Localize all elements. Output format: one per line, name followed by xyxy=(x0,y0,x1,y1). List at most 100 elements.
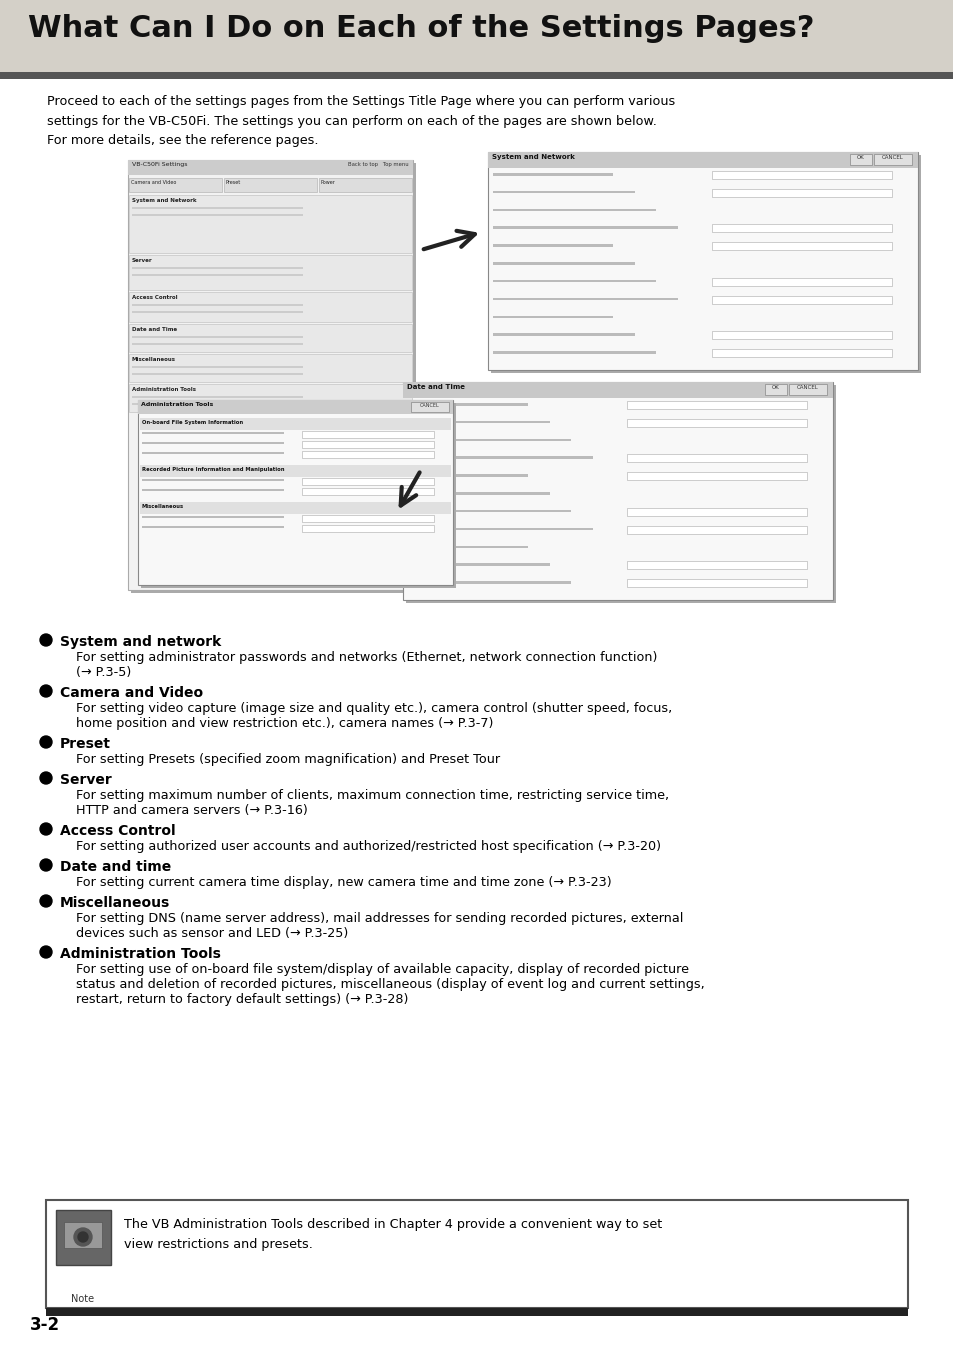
Bar xyxy=(711,242,891,250)
Bar xyxy=(129,195,412,253)
Text: For setting use of on-board file system/display of available capacity, display o: For setting use of on-board file system/… xyxy=(76,963,688,976)
Bar xyxy=(132,343,303,345)
Bar xyxy=(626,419,806,427)
Bar xyxy=(0,0,953,72)
Bar xyxy=(56,1210,111,1265)
Text: Administration Tools: Administration Tools xyxy=(141,402,213,407)
Circle shape xyxy=(40,685,52,698)
Bar xyxy=(142,516,283,518)
Text: On-board File System Information: On-board File System Information xyxy=(142,420,243,425)
Bar xyxy=(626,526,806,534)
Bar xyxy=(402,383,832,397)
Bar xyxy=(140,502,451,514)
Bar xyxy=(129,384,412,412)
Bar xyxy=(132,373,303,375)
Text: Preset: Preset xyxy=(226,180,241,185)
Bar xyxy=(408,546,528,548)
Text: Date and Time: Date and Time xyxy=(132,327,177,333)
Bar xyxy=(132,207,303,210)
Bar xyxy=(132,311,303,314)
Bar xyxy=(408,420,549,423)
Bar xyxy=(873,154,911,165)
Bar xyxy=(493,191,635,193)
Bar xyxy=(408,492,549,495)
Text: OK: OK xyxy=(771,385,779,389)
Bar xyxy=(132,266,303,269)
Bar xyxy=(488,151,917,370)
Bar xyxy=(132,214,303,216)
Bar xyxy=(224,178,316,192)
Circle shape xyxy=(40,895,52,907)
Bar xyxy=(493,334,635,335)
Bar xyxy=(408,438,571,441)
Text: For setting current camera time display, new camera time and time zone (→ P.3-23: For setting current camera time display,… xyxy=(76,876,611,890)
Text: restart, return to factory default settings) (→ P.3-28): restart, return to factory default setti… xyxy=(76,992,408,1006)
Bar xyxy=(626,561,806,569)
Bar xyxy=(408,564,549,566)
Bar xyxy=(408,457,592,458)
Bar xyxy=(142,526,283,529)
Bar xyxy=(138,400,453,585)
Text: The VB Administration Tools described in Chapter 4 provide a convenient way to s: The VB Administration Tools described in… xyxy=(124,1218,661,1251)
Circle shape xyxy=(40,946,52,959)
Bar xyxy=(142,442,283,443)
Bar xyxy=(408,475,528,477)
Bar xyxy=(301,441,434,448)
Bar xyxy=(626,579,806,587)
Text: home position and view restriction etc.), camera names (→ P.3-7): home position and view restriction etc.)… xyxy=(76,717,493,730)
Text: System and Network: System and Network xyxy=(132,197,196,203)
Text: CANCEL: CANCEL xyxy=(882,155,902,160)
Bar xyxy=(493,280,656,283)
Text: CANCEL: CANCEL xyxy=(797,385,818,389)
Bar xyxy=(301,479,434,485)
Bar xyxy=(318,178,412,192)
Bar xyxy=(711,296,891,304)
Bar xyxy=(488,151,917,168)
Text: HTTP and camera servers (→ P.3-16): HTTP and camera servers (→ P.3-16) xyxy=(76,804,308,817)
Text: 3-2: 3-2 xyxy=(30,1315,60,1334)
Bar xyxy=(46,1201,907,1307)
Bar xyxy=(711,349,891,357)
Bar xyxy=(142,489,283,491)
Bar xyxy=(493,208,656,211)
Bar xyxy=(132,366,303,368)
Bar xyxy=(493,297,678,300)
Bar xyxy=(711,224,891,233)
Bar xyxy=(132,403,303,406)
Text: Server: Server xyxy=(132,258,152,264)
Text: System and Network: System and Network xyxy=(492,154,575,160)
Bar xyxy=(132,274,303,276)
Bar xyxy=(132,396,303,397)
Bar xyxy=(491,155,920,373)
Text: (→ P.3-5): (→ P.3-5) xyxy=(76,667,132,679)
Bar xyxy=(411,402,449,412)
Bar xyxy=(140,465,451,477)
Bar xyxy=(849,154,871,165)
Text: For setting DNS (name server address), mail addresses for sending recorded pictu: For setting DNS (name server address), m… xyxy=(76,913,682,925)
Text: OK: OK xyxy=(856,155,864,160)
Text: CANCEL: CANCEL xyxy=(419,403,439,408)
Bar xyxy=(408,510,571,512)
Text: For setting authorized user accounts and authorized/restricted host specificatio: For setting authorized user accounts and… xyxy=(76,840,660,853)
FancyArrowPatch shape xyxy=(423,231,475,249)
Bar xyxy=(46,1307,907,1315)
Bar xyxy=(711,189,891,197)
Bar xyxy=(626,508,806,516)
Bar xyxy=(301,431,434,438)
Bar xyxy=(129,178,222,192)
Circle shape xyxy=(40,634,52,646)
Bar xyxy=(493,173,613,176)
FancyArrowPatch shape xyxy=(400,472,419,506)
Bar xyxy=(301,515,434,522)
Bar xyxy=(129,354,412,383)
Bar xyxy=(142,433,283,434)
Bar xyxy=(140,418,451,430)
Text: Access Control: Access Control xyxy=(60,823,175,838)
Bar xyxy=(129,324,412,352)
Text: Back to top   Top menu: Back to top Top menu xyxy=(348,162,409,168)
Bar xyxy=(128,160,413,589)
Text: Power: Power xyxy=(320,180,335,185)
Bar xyxy=(129,256,412,289)
Bar xyxy=(493,226,678,228)
Bar xyxy=(626,402,806,410)
